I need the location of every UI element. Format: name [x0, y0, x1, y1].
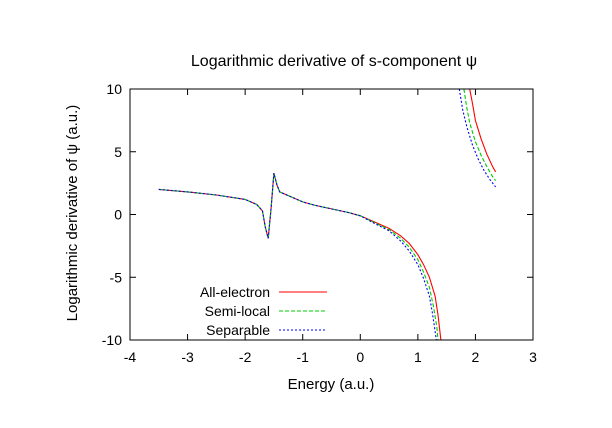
x-axis-label: Energy (a.u.): [288, 376, 375, 393]
legend-label: Semi-local: [205, 303, 270, 319]
series-line-3: [458, 88, 497, 188]
y-tick-label: 5: [114, 144, 122, 160]
legend: All-electron Semi-local Separable: [200, 284, 327, 338]
x-tick-label: 2: [472, 349, 480, 365]
plot-frame: [129, 88, 534, 341]
y-tick-label: 0: [114, 207, 122, 223]
y-axis-label: Logarithmic derivative of ψ (a.u.): [64, 105, 81, 322]
y-tick-label: 10: [106, 81, 122, 97]
chart-title: Logarithmic derivative of s-component ψ: [191, 53, 477, 70]
plot-area: [158, 88, 497, 341]
x-tick-label: -2: [239, 349, 252, 365]
y-tick-label: -5: [110, 269, 123, 285]
x-tick-label: -1: [296, 349, 309, 365]
y-tick-label: -10: [102, 332, 122, 348]
legend-label: All-electron: [200, 284, 270, 300]
series-line-3: [158, 172, 437, 341]
series-line-1: [158, 172, 442, 341]
x-tick-label: -3: [181, 349, 194, 365]
x-tick-label: 1: [414, 349, 422, 365]
x-tick-label: -4: [124, 349, 137, 365]
series-line-2: [158, 172, 439, 341]
x-tick-label: 3: [529, 349, 537, 365]
series-line-1: [469, 88, 497, 173]
series-line-2: [463, 88, 497, 181]
x-tick-label: 0: [356, 349, 364, 365]
legend-label: Separable: [206, 322, 270, 338]
